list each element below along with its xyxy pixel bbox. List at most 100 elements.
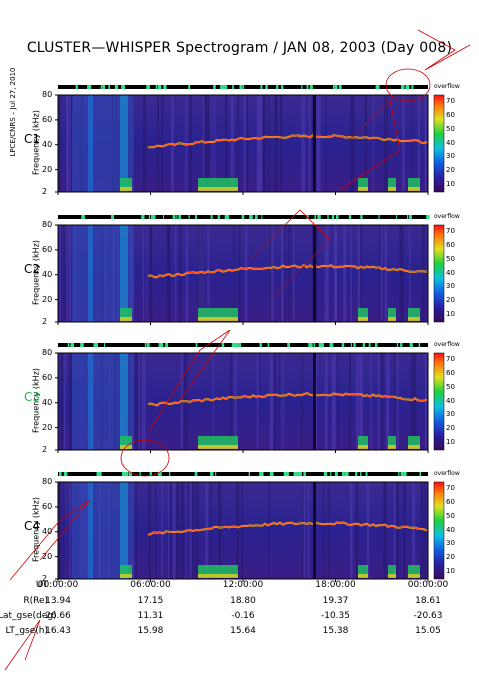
ephemeris-cell: 16.43 [45, 626, 71, 636]
stamp-mark [339, 99, 401, 191]
ephemeris-cell: 18:00:00 [315, 580, 356, 590]
y-tick-label: 40 [42, 139, 53, 149]
colorbar [433, 481, 445, 580]
colorbar-tick-label: 30 [446, 152, 455, 161]
ephemeris-cell: 15.05 [415, 626, 441, 636]
y-tick-label: 80 [42, 220, 53, 229]
colorbar-title: overflow [434, 83, 460, 90]
y-tick-label: 2 [42, 187, 48, 196]
colorbar [433, 224, 445, 323]
colorbar-tick-label: 50 [446, 124, 455, 133]
y-tick-label: 60 [42, 501, 53, 511]
stamp-mark [249, 209, 331, 301]
ephemeris-cell: 17.15 [137, 596, 164, 606]
ephemeris-cell: 15.98 [137, 626, 164, 636]
y-tick-label: 80 [42, 90, 53, 99]
ephemeris-cell: 13.94 [45, 596, 71, 606]
ephemeris-cell: 00:00:00 [37, 580, 79, 590]
y-tick-label: 2 [42, 317, 48, 326]
ephemeris-cell: -0.16 [231, 611, 255, 621]
ephemeris-row: UT 00:00:00 06:00:00 12:00:00 18:00:00 00:00:… [0, 580, 479, 592]
colorbar-tick-label: 40 [446, 525, 455, 534]
low-frequency-emission [388, 308, 396, 320]
ephemeris-row-label: LT_gse(h) [5, 626, 48, 636]
low-frequency-emission [388, 565, 396, 577]
ephemeris-table: UT 00:00:00 06:00:00 12:00:00 18:00:00 00:00:… [0, 580, 479, 678]
colorbar-tick-label: 60 [446, 368, 455, 377]
colorbar-tick-label: 70 [446, 354, 455, 363]
colorbar [433, 352, 445, 451]
ephemeris-cell: 15.64 [230, 626, 256, 636]
satellite-label: C4 [24, 518, 41, 533]
ephemeris-cell: 18.80 [230, 596, 256, 606]
data-availability-bar [58, 343, 428, 347]
y-tick-label: 20 [42, 164, 53, 174]
colorbar-tick-label: 30 [446, 410, 455, 419]
y-tick-label: 60 [42, 244, 53, 254]
satellite-label: C3 [24, 389, 41, 404]
low-frequency-emission [358, 436, 368, 448]
colorbar-tick-label: 40 [446, 138, 455, 147]
ephemeris-row: Lat_gse(deg) 26.66 11.31 -0.16 -10.35 -20.63 [0, 611, 479, 623]
colorbar-tick-label: 20 [446, 553, 455, 562]
colorbar-tick-label: 60 [446, 110, 455, 119]
colorbar-tick-label: 20 [446, 424, 455, 433]
colorbar-title: overflow [434, 470, 460, 477]
ephemeris-cell: 19.37 [322, 596, 349, 606]
low-frequency-emission [388, 178, 396, 190]
ephemeris-row: LT_gse(h) 16.43 15.98 15.64 15.38 15.05 [0, 626, 479, 638]
colorbar-tick-label: 60 [446, 240, 455, 249]
ephemeris-cell: -10.35 [320, 611, 350, 621]
colorbar-tick-label: 10 [446, 180, 455, 189]
colorbar-tick-label: 70 [446, 483, 455, 492]
stamp-mark [417, 29, 471, 71]
stamp-mark [149, 329, 231, 431]
data-availability-bar [58, 472, 428, 476]
y-tick-label: 2 [42, 445, 48, 454]
y-tick-label: 40 [42, 269, 53, 279]
stamp-mark [4, 619, 41, 671]
colorbar-tick-label: 40 [446, 396, 455, 405]
colorbar-tick-label: 10 [446, 567, 455, 576]
colorbar-tick-label: 30 [446, 282, 455, 291]
y-tick-label: 20 [42, 551, 53, 561]
colorbar-tick-label: 20 [446, 166, 455, 175]
colorbar-title: overflow [434, 341, 460, 348]
stamp-mark [9, 499, 91, 581]
colorbar-tick-label: 10 [446, 310, 455, 319]
low-frequency-emission [358, 565, 368, 577]
low-frequency-emission [358, 178, 368, 190]
y-tick-label: 80 [42, 477, 53, 486]
ephemeris-cell: 26.66 [45, 611, 71, 621]
colorbar-tick-label: 50 [446, 254, 455, 263]
colorbar-tick-label: 20 [446, 296, 455, 305]
colorbar-tick-label: 30 [446, 539, 455, 548]
colorbar-tick-label: 50 [446, 382, 455, 391]
satellite-label: C2 [24, 261, 41, 276]
stamp-mark [120, 439, 170, 477]
colorbar [433, 94, 445, 193]
ephemeris-cell: 11.31 [137, 611, 164, 621]
ephemeris-cell: 15.38 [322, 626, 349, 636]
y-tick-label: 80 [42, 348, 53, 357]
y-tick-label: 40 [42, 397, 53, 407]
colorbar-tick-label: 60 [446, 497, 455, 506]
ephemeris-cell: 18.61 [415, 596, 441, 606]
colorbar-tick-label: 40 [446, 268, 455, 277]
y-tick-label: 2 [42, 574, 48, 583]
ephemeris-row-label: R(Re) [23, 596, 48, 606]
ephemeris-row: R(Re) 13.94 17.15 18.80 19.37 18.61 [0, 596, 479, 608]
ephemeris-row-label: UT [35, 580, 48, 590]
ephemeris-cell: 12:00:00 [222, 580, 264, 590]
colorbar-title: overflow [434, 213, 460, 220]
y-tick-label: 20 [42, 294, 53, 304]
y-tick-label: 60 [42, 114, 53, 124]
ephemeris-cell: 00:00:00 [407, 580, 449, 590]
colorbar-tick-label: 10 [446, 438, 455, 447]
ephemeris-row-label: Lat_gse(deg) [0, 611, 57, 621]
low-frequency-emission [358, 308, 368, 320]
colorbar-tick-label: 50 [446, 511, 455, 520]
y-tick-label: 40 [42, 526, 53, 536]
low-frequency-emission [388, 436, 396, 448]
